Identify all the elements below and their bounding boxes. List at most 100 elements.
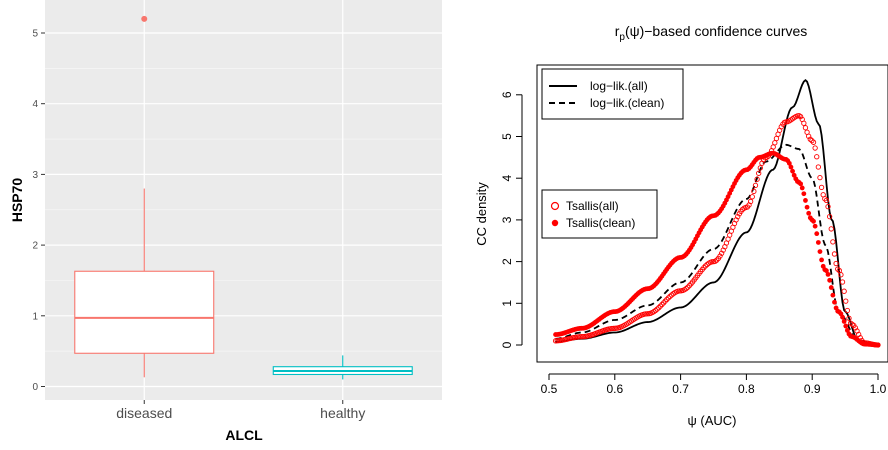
series-point: [831, 251, 838, 257]
series-point: [818, 184, 825, 191]
series-line: [555, 79, 879, 346]
series-point: [773, 135, 780, 142]
series-point: [757, 165, 763, 171]
cc-x-tick-label: 0.7: [672, 382, 689, 396]
cc-title-main: r: [615, 23, 620, 39]
series-point: [717, 253, 723, 259]
series-point: [827, 277, 833, 283]
cc-x-tick-label: 0.9: [804, 382, 821, 396]
cc-x-tick-label: 0.6: [606, 382, 623, 396]
cc-y-tick-label: 5: [500, 133, 514, 140]
box-outlier-point: [141, 15, 148, 22]
series-point: [810, 139, 817, 145]
series-log−lik.(clean): [555, 143, 879, 346]
series-point: [841, 288, 847, 294]
cc-series-group: [552, 79, 881, 348]
series-point: [819, 257, 824, 263]
series-point: [802, 125, 809, 131]
boxplot-y-tick-label: 4: [32, 99, 38, 110]
series-point: [577, 334, 583, 340]
series-point: [754, 176, 760, 182]
cc-x-axis-label: ψ (AUC): [688, 413, 737, 428]
cc-panel: rp(ψ)−based confidence curves 0 1 2 3 4 5 6 0.…: [474, 23, 888, 428]
cc-title-sub: p: [619, 32, 625, 43]
series-point: [841, 319, 847, 324]
series-point: [843, 298, 849, 304]
series-point: [811, 218, 816, 224]
series-point: [822, 196, 828, 202]
boxplot-boxes: [74, 15, 413, 380]
series-point: [662, 298, 668, 304]
cc-y-axis-label: CC density: [474, 182, 489, 246]
series-point: [826, 213, 833, 220]
boxplot-y-tick-label: 5: [32, 29, 38, 40]
boxplot-y-axis-label: HSP70: [9, 178, 25, 223]
series-Tsallis(clean): [553, 150, 881, 348]
cc-legend-open-circle-swatch: [550, 201, 560, 211]
series-point: [778, 124, 784, 130]
series-point: [752, 182, 759, 189]
cc-y-tick-label: 2: [500, 258, 514, 265]
series-point: [815, 240, 821, 245]
series-point: [747, 198, 754, 205]
series-point: [552, 338, 559, 344]
boxplot-y-tick-label: 1: [32, 311, 38, 322]
boxplot-y-tick-label: 2: [32, 241, 38, 252]
series-point: [846, 315, 852, 321]
series-point: [840, 314, 845, 320]
boxplot-y-tick-label: 3: [32, 170, 38, 181]
series-point: [825, 203, 831, 210]
series-point: [814, 154, 820, 160]
series-point: [660, 300, 667, 306]
series-point: [814, 231, 820, 237]
cc-y-tick-label: 1: [500, 300, 514, 307]
series-point: [798, 181, 804, 187]
cc-title: rp(ψ)−based confidence curves: [615, 23, 808, 43]
series-point: [801, 120, 807, 126]
series-point: [791, 172, 797, 178]
boxplot-x-tick-label-healthy: healthy: [320, 405, 365, 421]
series-point: [838, 272, 844, 278]
series-point: [809, 137, 815, 144]
series-point: [701, 264, 707, 271]
series-point: [685, 284, 691, 290]
series-point: [807, 136, 813, 142]
boxplot-x-tick-label-diseased: diseased: [116, 405, 172, 421]
series-point: [825, 271, 831, 277]
series-point: [788, 164, 794, 170]
cc-legend-filled-dot-swatch: [551, 219, 559, 227]
series-Tsallis(all): [552, 113, 881, 348]
cc-legend-bottom: Tsallis(all) Tsallis(clean): [541, 189, 658, 239]
series-point: [772, 140, 778, 146]
cc-title-rest: (ψ)−based confidence curves: [625, 23, 807, 39]
cc-legend-top-item-1: log−lik.(clean): [590, 96, 664, 110]
cc-legend-bottom-item-1: Tsallis(clean): [566, 216, 635, 230]
boxplot-x-ticks: diseased healthy: [116, 400, 365, 421]
boxplot-x-axis-label: ALCL: [225, 427, 263, 443]
cc-plot-frame: [536, 64, 888, 363]
series-point: [830, 292, 836, 298]
series-point: [815, 164, 821, 170]
boxplot-y-tick-label: 0: [32, 382, 38, 393]
box-iqr: [74, 270, 215, 354]
series-line: [555, 143, 879, 346]
series-point: [659, 301, 665, 308]
series-point: [832, 299, 837, 305]
series-point: [843, 323, 849, 329]
cc-y-tick-label: 0: [500, 341, 514, 348]
series-point: [751, 188, 757, 194]
series-point: [790, 168, 795, 174]
series-point: [835, 266, 841, 272]
cc-y-tick-label: 3: [500, 216, 514, 223]
series-point: [677, 288, 683, 294]
cc-legend-top: log−lik.(all) log−lik.(clean): [541, 68, 684, 120]
series-point: [828, 285, 834, 290]
series-point: [824, 268, 829, 274]
series-point: [875, 342, 881, 348]
series-point: [830, 239, 836, 245]
series-point: [756, 170, 762, 176]
series-point: [702, 263, 709, 269]
cc-y-ticks: 0 1 2 3 4 5 6: [500, 91, 523, 348]
series-point: [786, 160, 792, 166]
